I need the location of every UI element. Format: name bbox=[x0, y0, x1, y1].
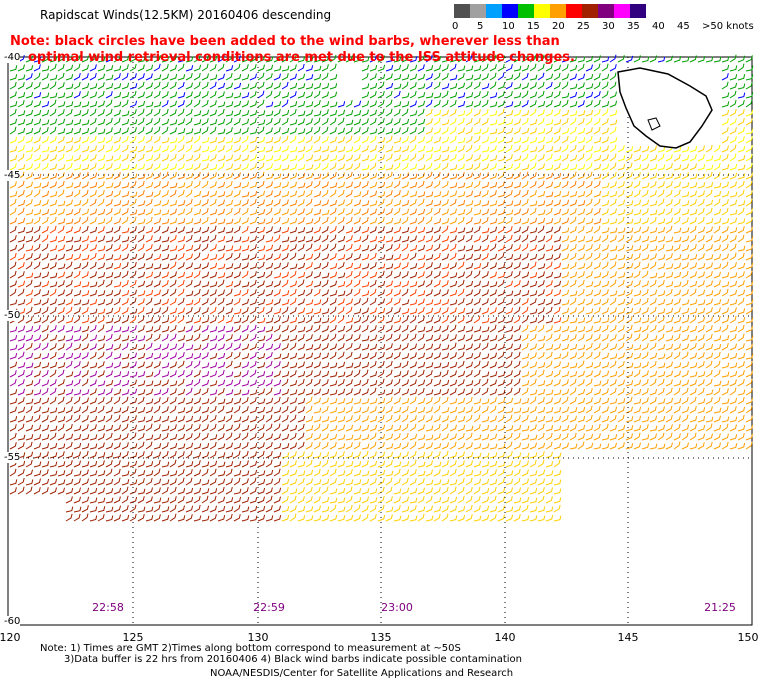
lon-label-145: 145 bbox=[617, 631, 639, 644]
legend-swatch bbox=[470, 4, 486, 18]
legend-label: 45 bbox=[677, 21, 690, 32]
legend-swatch bbox=[486, 4, 502, 18]
footer-credit: NOAA/NESDIS/Center for Satellite Applica… bbox=[210, 668, 514, 679]
wind-barbs-layer bbox=[9, 54, 754, 522]
lat-label-60: -60 bbox=[4, 616, 21, 627]
legend-label: 5 bbox=[477, 21, 484, 32]
time-label-3: 23:00 bbox=[381, 601, 413, 614]
legend-label: 0 bbox=[452, 21, 459, 32]
lon-label-135: 135 bbox=[370, 631, 392, 644]
lon-label-150: 150 bbox=[737, 631, 759, 644]
legend-label: 30 bbox=[602, 21, 615, 32]
tasmania-outline bbox=[617, 67, 713, 149]
footer-note-1: Note: 1) Times are GMT 2)Times along bot… bbox=[40, 643, 461, 654]
legend-label: 25 bbox=[577, 21, 590, 32]
legend-label: 15 bbox=[527, 21, 540, 32]
legend-label: 20 bbox=[552, 21, 565, 32]
legend-swatch bbox=[582, 4, 598, 18]
graticule bbox=[8, 57, 752, 625]
map-title: Rapidscat Winds(12.5KM) 20160406 descend… bbox=[40, 8, 332, 22]
legend-label: >50 knots bbox=[702, 21, 754, 32]
lat-label-50: -50 bbox=[4, 310, 21, 321]
time-label-4: 21:25 bbox=[704, 601, 736, 614]
footer-note-2: 3)Data buffer is 22 hrs from 20160406 4)… bbox=[64, 654, 522, 665]
lat-label-55: -55 bbox=[4, 452, 21, 463]
legend-swatch bbox=[614, 4, 630, 18]
time-label-1: 22:58 bbox=[92, 601, 124, 614]
lat-label-45: -45 bbox=[4, 170, 21, 181]
legend-swatch bbox=[518, 4, 534, 18]
note-line-1: Note: black circles have been added to t… bbox=[10, 34, 560, 49]
time-label-2: 22:59 bbox=[253, 601, 285, 614]
legend-swatch bbox=[534, 4, 550, 18]
lon-label-140: 140 bbox=[494, 631, 516, 644]
lat-label-40: -40 bbox=[4, 52, 21, 63]
legend-swatch bbox=[454, 4, 470, 18]
legend-swatch bbox=[598, 4, 614, 18]
lon-label-130: 130 bbox=[247, 631, 269, 644]
island-outline bbox=[647, 117, 661, 131]
legend-label: 35 bbox=[627, 21, 640, 32]
legend-label: 40 bbox=[652, 21, 665, 32]
lon-label-125: 125 bbox=[122, 631, 144, 644]
legend-label: 10 bbox=[502, 21, 515, 32]
legend-swatch bbox=[566, 4, 582, 18]
legend-swatch bbox=[502, 4, 518, 18]
note-line-2: optimal wind retrieval conditions are me… bbox=[28, 50, 575, 65]
legend-swatch bbox=[630, 4, 646, 18]
legend-swatch bbox=[550, 4, 566, 18]
lon-label-120: 120 bbox=[0, 631, 21, 644]
